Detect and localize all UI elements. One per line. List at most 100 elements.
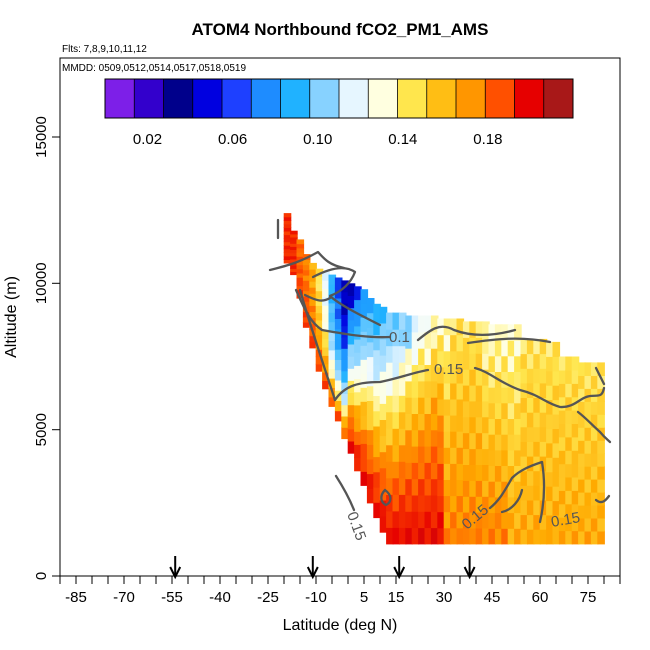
heat-cell	[405, 348, 413, 365]
heat-cell	[334, 400, 343, 412]
heat-cell	[296, 277, 305, 282]
heat-cell	[590, 427, 599, 441]
heat-cell	[584, 453, 593, 467]
chart-title: ATOM4 Northbound fCO2_PM1_AMS	[192, 20, 489, 39]
heat-cell	[584, 427, 593, 441]
heat-cell	[552, 457, 561, 473]
heat-cell	[539, 514, 548, 530]
heat-cell	[488, 481, 497, 498]
heat-cell	[398, 312, 407, 330]
heat-cell	[533, 499, 541, 516]
heat-cell	[373, 410, 381, 427]
heat-cell	[546, 428, 554, 444]
heat-cell	[386, 510, 394, 528]
heat-cell	[322, 355, 330, 365]
heat-cell	[494, 449, 503, 466]
heat-cell	[443, 334, 452, 352]
heat-cell	[526, 426, 535, 442]
heat-cell	[565, 396, 573, 411]
heat-cell	[296, 285, 305, 291]
heat-cell	[488, 449, 497, 466]
heat-cell	[437, 382, 445, 400]
heat-cell	[584, 375, 593, 389]
colorbar-swatch	[514, 79, 545, 118]
heat-cell	[360, 331, 369, 346]
heat-cell	[405, 331, 413, 349]
heat-cell	[565, 503, 573, 518]
heat-cell	[520, 397, 529, 413]
heat-cell	[328, 302, 337, 313]
contour-line	[488, 460, 544, 510]
heat-cell	[411, 494, 420, 512]
heat-cell	[482, 400, 490, 418]
heat-cell	[597, 530, 605, 545]
heat-cell	[482, 480, 490, 497]
heat-cell	[354, 312, 362, 327]
heat-cell	[462, 416, 471, 434]
heat-cell	[341, 393, 349, 406]
heat-cell	[571, 490, 580, 505]
heat-cell	[347, 283, 356, 296]
heat-cell	[437, 495, 445, 513]
heat-cell	[347, 404, 356, 418]
heat-cell	[405, 446, 413, 463]
heat-cell	[405, 462, 413, 480]
heat-cell	[501, 465, 509, 482]
heat-cell	[302, 295, 311, 302]
heat-cell	[494, 465, 503, 482]
heat-cell	[507, 355, 516, 372]
heat-cell	[520, 426, 529, 442]
heat-cell	[546, 457, 554, 473]
heat-cell	[283, 220, 292, 225]
heat-cell	[392, 329, 401, 347]
heat-cell	[443, 511, 452, 529]
heat-cell	[437, 479, 445, 497]
heat-cell	[597, 517, 605, 532]
heat-cell	[398, 411, 407, 429]
heat-cell	[302, 322, 311, 328]
heat-cell	[533, 441, 541, 457]
heat-cell	[398, 510, 407, 528]
heat-cell	[315, 305, 324, 314]
flight-arrows	[169, 556, 476, 580]
heat-cell	[315, 341, 324, 350]
colorbar-tick-label: 0.14	[388, 131, 417, 148]
heat-cell	[456, 318, 465, 336]
heat-cell	[443, 447, 452, 464]
x-tick-label: 60	[532, 589, 549, 606]
colorbar-tick-label: 0.10	[303, 131, 332, 148]
heat-cell	[411, 380, 420, 398]
heat-cell	[360, 317, 369, 332]
heat-cell	[347, 331, 356, 345]
heat-cell	[354, 404, 362, 419]
heat-cell	[462, 353, 471, 370]
heat-cell	[283, 252, 292, 257]
heat-cell	[430, 429, 439, 447]
heat-cell	[296, 293, 305, 299]
colorbar-swatch	[543, 79, 574, 118]
heat-cell	[507, 434, 516, 451]
heat-cell	[334, 359, 343, 371]
heat-cell	[462, 480, 471, 497]
heat-cell	[373, 319, 381, 335]
heat-cell	[462, 321, 471, 338]
heat-cell	[520, 529, 529, 545]
heat-cell	[290, 240, 298, 244]
heat-cell	[315, 276, 324, 284]
heat-cell	[322, 363, 330, 373]
heat-cell	[341, 314, 349, 327]
heat-cell	[347, 441, 356, 454]
heat-cell	[494, 418, 503, 435]
heat-cell	[309, 293, 317, 300]
heat-cell	[533, 514, 541, 530]
heat-cell	[514, 324, 522, 341]
chart-subtitle-flights: Flts: 7,8,9,10,11,12	[62, 44, 147, 55]
heat-cell	[488, 355, 497, 372]
heat-cell	[526, 441, 535, 457]
heat-cell	[590, 440, 599, 454]
heat-cell	[398, 477, 407, 495]
heat-cell	[411, 348, 420, 365]
heat-cell	[597, 375, 605, 389]
heat-cell	[283, 216, 292, 221]
heat-cell	[475, 337, 484, 354]
